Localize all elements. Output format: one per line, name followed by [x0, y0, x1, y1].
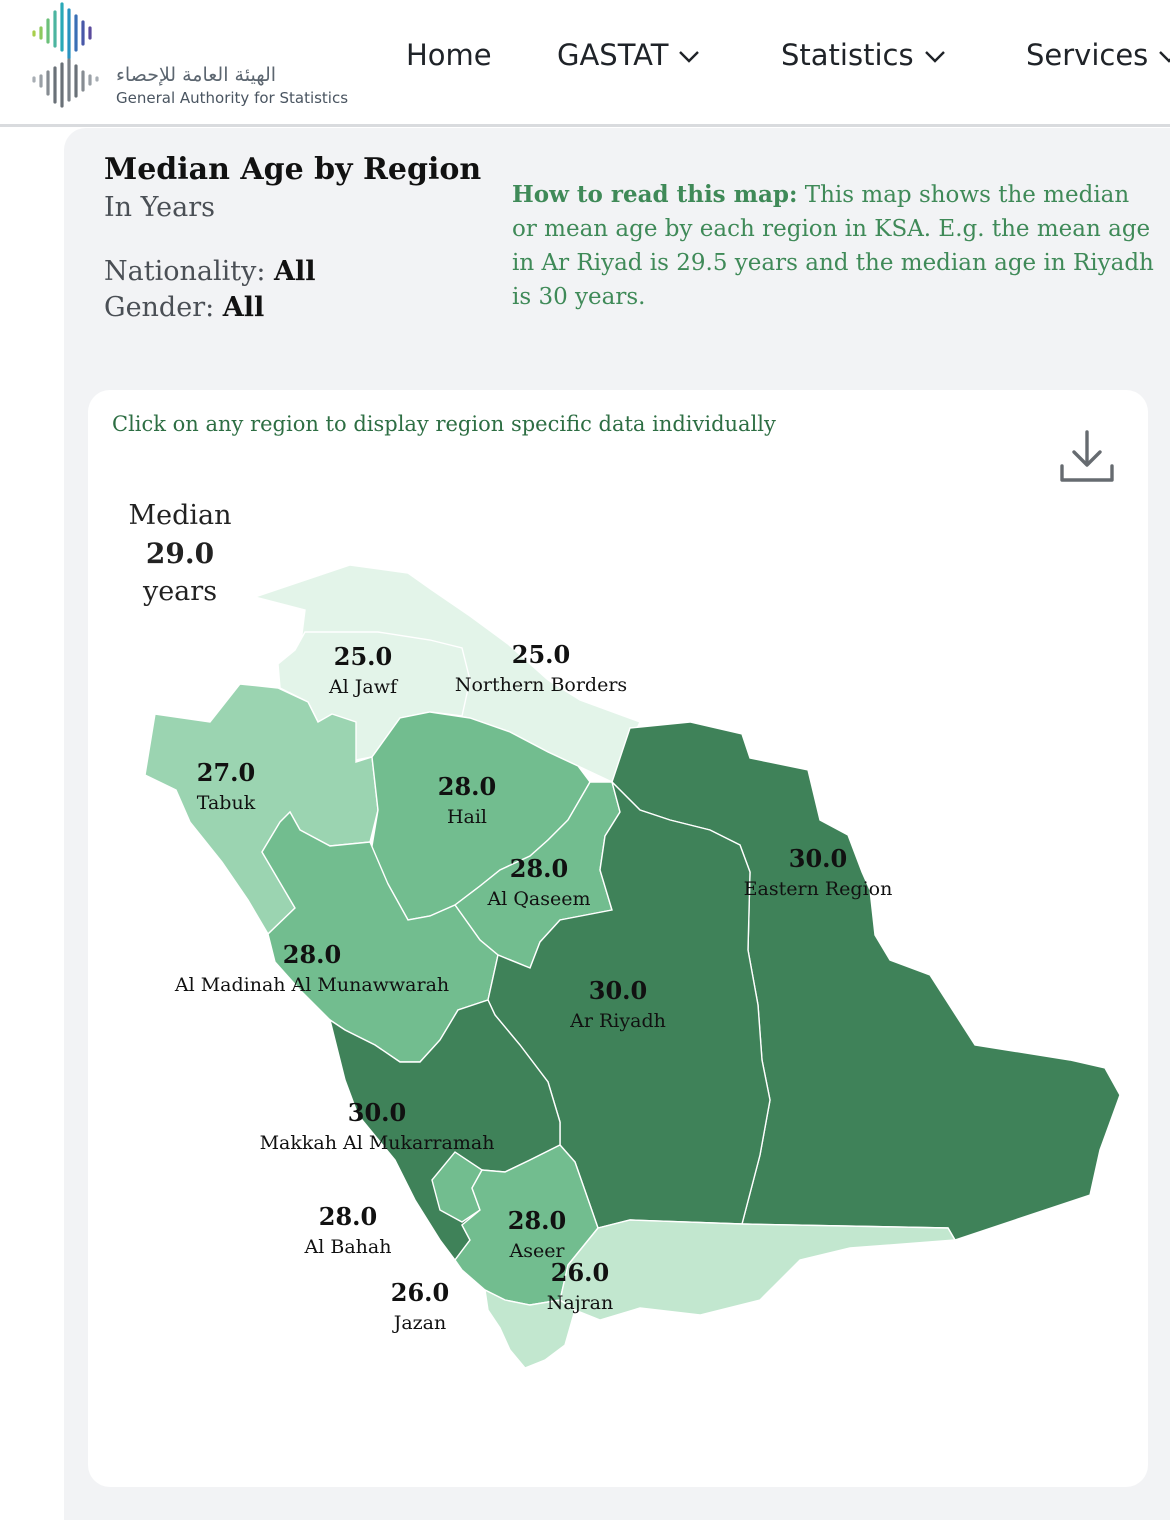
- page-title: Median Age by Region: [104, 152, 482, 187]
- how-to-read-note: How to read this map: This map shows the…: [512, 178, 1160, 314]
- how-to-read-text: This map shows the median or mean age by…: [512, 182, 1154, 310]
- median-summary: Median 29.0 years: [120, 498, 240, 610]
- region-jazan[interactable]: [484, 1288, 576, 1369]
- nav-gastat[interactable]: GASTAT: [557, 38, 700, 72]
- region-najran[interactable]: [559, 1219, 957, 1321]
- gastat-logo-icon[interactable]: [26, 2, 356, 120]
- nationality-label: Nationality:: [104, 256, 266, 287]
- map-hint: Click on any region to display region sp…: [112, 412, 776, 436]
- chevron-down-icon: [1159, 51, 1170, 63]
- nav-home-label: Home: [406, 38, 492, 72]
- nav-home[interactable]: Home: [406, 38, 492, 72]
- logo-arabic-text: الهيئة العامة للإحصاء: [116, 64, 277, 86]
- chevron-down-icon: [924, 51, 945, 63]
- download-icon[interactable]: [1058, 428, 1116, 486]
- nationality-filter[interactable]: Nationality: All: [104, 256, 315, 287]
- chevron-down-icon: [679, 51, 700, 63]
- summary-unit: years: [142, 576, 218, 607]
- summary-label: Median: [128, 500, 232, 531]
- gender-value: All: [222, 292, 265, 323]
- page-subtitle: In Years: [104, 192, 215, 223]
- summary-value: 29.0: [145, 537, 215, 570]
- nationality-value: All: [274, 256, 316, 287]
- nav-services-label: Services: [1026, 38, 1149, 72]
- logo-english-text: General Authority for Statistics: [116, 89, 349, 107]
- nav-services[interactable]: Services: [1026, 38, 1170, 72]
- nav-gastat-label: GASTAT: [557, 38, 669, 72]
- nav-statistics-label: Statistics: [781, 38, 914, 72]
- gender-label: Gender:: [104, 292, 215, 323]
- how-to-read-heading: How to read this map:: [512, 181, 798, 208]
- nav-statistics[interactable]: Statistics: [781, 38, 946, 72]
- region-al-jawf[interactable]: [277, 631, 471, 761]
- site-header: الهيئة العامة للإحصاء General Authority …: [0, 0, 1170, 127]
- gender-filter[interactable]: Gender: All: [104, 292, 264, 323]
